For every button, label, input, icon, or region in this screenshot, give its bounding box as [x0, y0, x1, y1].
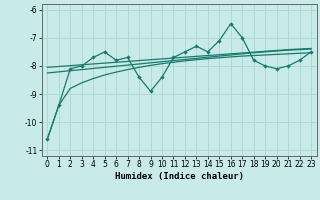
X-axis label: Humidex (Indice chaleur): Humidex (Indice chaleur) [115, 172, 244, 181]
